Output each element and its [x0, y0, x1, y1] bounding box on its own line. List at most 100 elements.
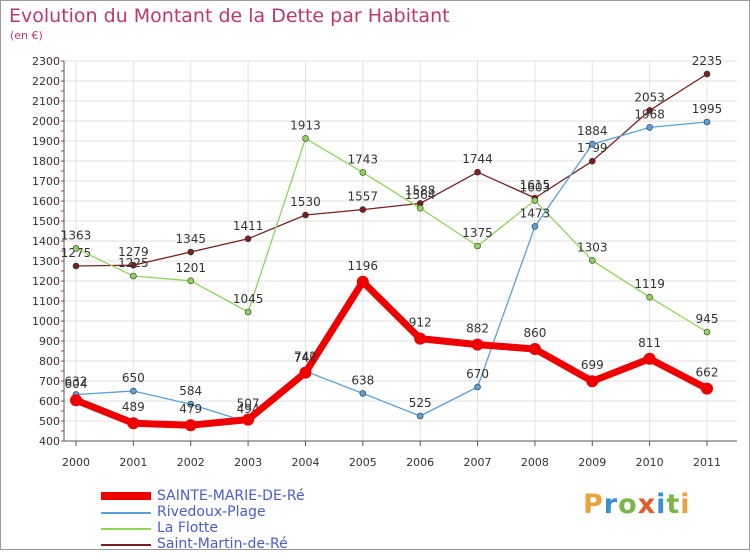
data-label-la-flotte: 1201: [175, 261, 206, 275]
chart-title: Evolution du Montant de la Dette par Hab…: [9, 5, 450, 27]
data-label-sainte-marie-de-r-: 662: [696, 366, 719, 380]
x-tick-label: 2007: [464, 456, 492, 469]
data-label-sainte-marie-de-r-: 742: [294, 350, 317, 364]
y-tick-label: 600: [39, 395, 60, 408]
data-label-sainte-marie-de-r-: 860: [523, 326, 546, 340]
data-point-la-flotte: [703, 328, 711, 336]
data-point-la-flotte: [474, 242, 481, 250]
legend-swatch: [101, 512, 151, 514]
logo-letter: r: [603, 489, 619, 520]
data-point-la-flotte: [531, 197, 539, 204]
y-tick-label: 2200: [32, 75, 60, 88]
x-tick-label: 2003: [234, 456, 262, 469]
data-point-sainte-marie-de-r-: [299, 366, 312, 379]
x-tick-label: 2010: [636, 456, 664, 469]
data-point-rivedoux-plage: [531, 223, 539, 230]
x-tick-label: 2009: [578, 456, 606, 469]
data-point-sainte-marie-de-r-: [414, 332, 427, 345]
x-tick-label: 2008: [521, 456, 549, 469]
y-tick-label: 1700: [32, 175, 60, 188]
logo-letter: t: [666, 489, 681, 520]
data-label-saint-martin-de-r-: 1275: [61, 246, 92, 260]
data-point-saint-martin-de-r-: [703, 70, 711, 78]
data-label-saint-martin-de-r-: 1411: [233, 219, 264, 233]
legend-swatch: [101, 528, 151, 530]
data-label-rivedoux-plage: 670: [466, 367, 489, 381]
data-point-sainte-marie-de-r-: [356, 275, 369, 288]
data-point-saint-martin-de-r-: [187, 248, 195, 256]
logo-letter: P: [583, 489, 604, 520]
legend-label: SAINTE-MARIE-DE-Ré: [157, 488, 305, 504]
plot-area: [64, 61, 737, 441]
data-point-sainte-marie-de-r-: [184, 419, 197, 432]
x-tick-label: 2004: [291, 456, 319, 469]
data-label-rivedoux-plage: 638: [351, 373, 374, 387]
data-label-sainte-marie-de-r-: 479: [179, 402, 202, 416]
data-point-rivedoux-plage: [187, 400, 195, 408]
data-point-sainte-marie-de-r-: [471, 338, 484, 351]
data-label-rivedoux-plage: 1995: [692, 102, 723, 116]
data-label-la-flotte: 1363: [61, 228, 92, 242]
y-tick-label: 1900: [32, 135, 60, 148]
x-tick-label: 2002: [177, 456, 205, 469]
x-tick-label: 2006: [406, 456, 434, 469]
data-point-rivedoux-plage: [359, 390, 367, 397]
series-line-saint-martin-de-r-: [75, 73, 708, 267]
data-label-sainte-marie-de-r-: 604: [65, 377, 88, 391]
y-tick-label: 2000: [32, 115, 60, 128]
data-label-sainte-marie-de-r-: 811: [638, 336, 661, 350]
y-tick-label: 2300: [32, 55, 60, 68]
data-label-saint-martin-de-r-: 2053: [634, 90, 665, 104]
data-point-sainte-marie-de-r-: [643, 352, 656, 365]
data-label-sainte-marie-de-r-: 699: [581, 358, 604, 372]
data-point-la-flotte: [244, 308, 252, 316]
data-label-la-flotte: 1375: [462, 226, 493, 240]
y-tick-label: 1000: [32, 315, 60, 328]
series-line-sainte-marie-de-r-: [72, 278, 711, 429]
logo-letter: o: [618, 489, 638, 520]
data-label-la-flotte: 945: [696, 312, 719, 326]
data-label-saint-martin-de-r-: 1557: [348, 190, 379, 204]
x-tick-label: 2001: [119, 456, 147, 469]
y-tick-label: 1100: [32, 295, 60, 308]
data-point-la-flotte: [302, 135, 309, 142]
data-point-la-flotte: [187, 277, 195, 285]
legend-label: Rivedoux-Plage: [157, 504, 266, 520]
data-point-la-flotte: [359, 169, 367, 176]
y-tick-label: 400: [39, 435, 60, 448]
legend-swatch: [101, 544, 151, 546]
y-tick-label: 1400: [32, 235, 60, 248]
data-label-sainte-marie-de-r-: 489: [122, 400, 145, 414]
data-point-saint-martin-de-r-: [474, 168, 481, 176]
data-label-sainte-marie-de-r-: 882: [466, 322, 489, 336]
x-tick-label: 2000: [62, 456, 90, 469]
data-label-saint-martin-de-r-: 2235: [692, 54, 723, 68]
data-label-saint-martin-de-r-: 1615: [520, 178, 551, 192]
data-label-rivedoux-plage: 1968: [634, 107, 665, 121]
data-label-saint-martin-de-r-: 1744: [462, 152, 493, 166]
chart-subtitle: (en €): [10, 29, 43, 42]
data-point-sainte-marie-de-r-: [701, 382, 713, 395]
series-line-la-flotte: [75, 137, 708, 333]
y-tick-label: 1500: [32, 215, 60, 228]
data-label-sainte-marie-de-r-: 507: [237, 397, 260, 411]
data-label-saint-martin-de-r-: 1345: [175, 232, 206, 246]
data-label-rivedoux-plage: 632: [65, 375, 88, 389]
data-point-sainte-marie-de-r-: [586, 375, 599, 388]
data-point-la-flotte: [130, 272, 137, 280]
data-point-rivedoux-plage: [416, 412, 424, 420]
data-label-sainte-marie-de-r-: 1196: [348, 259, 379, 273]
y-tick-label: 900: [39, 335, 60, 348]
legend-swatch: [101, 492, 151, 500]
data-point-saint-martin-de-r-: [588, 157, 596, 165]
data-label-la-flotte: 1303: [577, 240, 608, 254]
data-point-sainte-marie-de-r-: [70, 394, 82, 407]
data-label-la-flotte: 1913: [290, 118, 321, 132]
data-label-la-flotte: 1119: [634, 277, 665, 291]
y-tick-label: 1800: [32, 155, 60, 168]
data-point-saint-martin-de-r-: [302, 211, 309, 219]
data-point-sainte-marie-de-r-: [528, 343, 541, 355]
data-label-rivedoux-plage: 1884: [577, 124, 608, 138]
data-point-saint-martin-de-r-: [646, 107, 653, 114]
